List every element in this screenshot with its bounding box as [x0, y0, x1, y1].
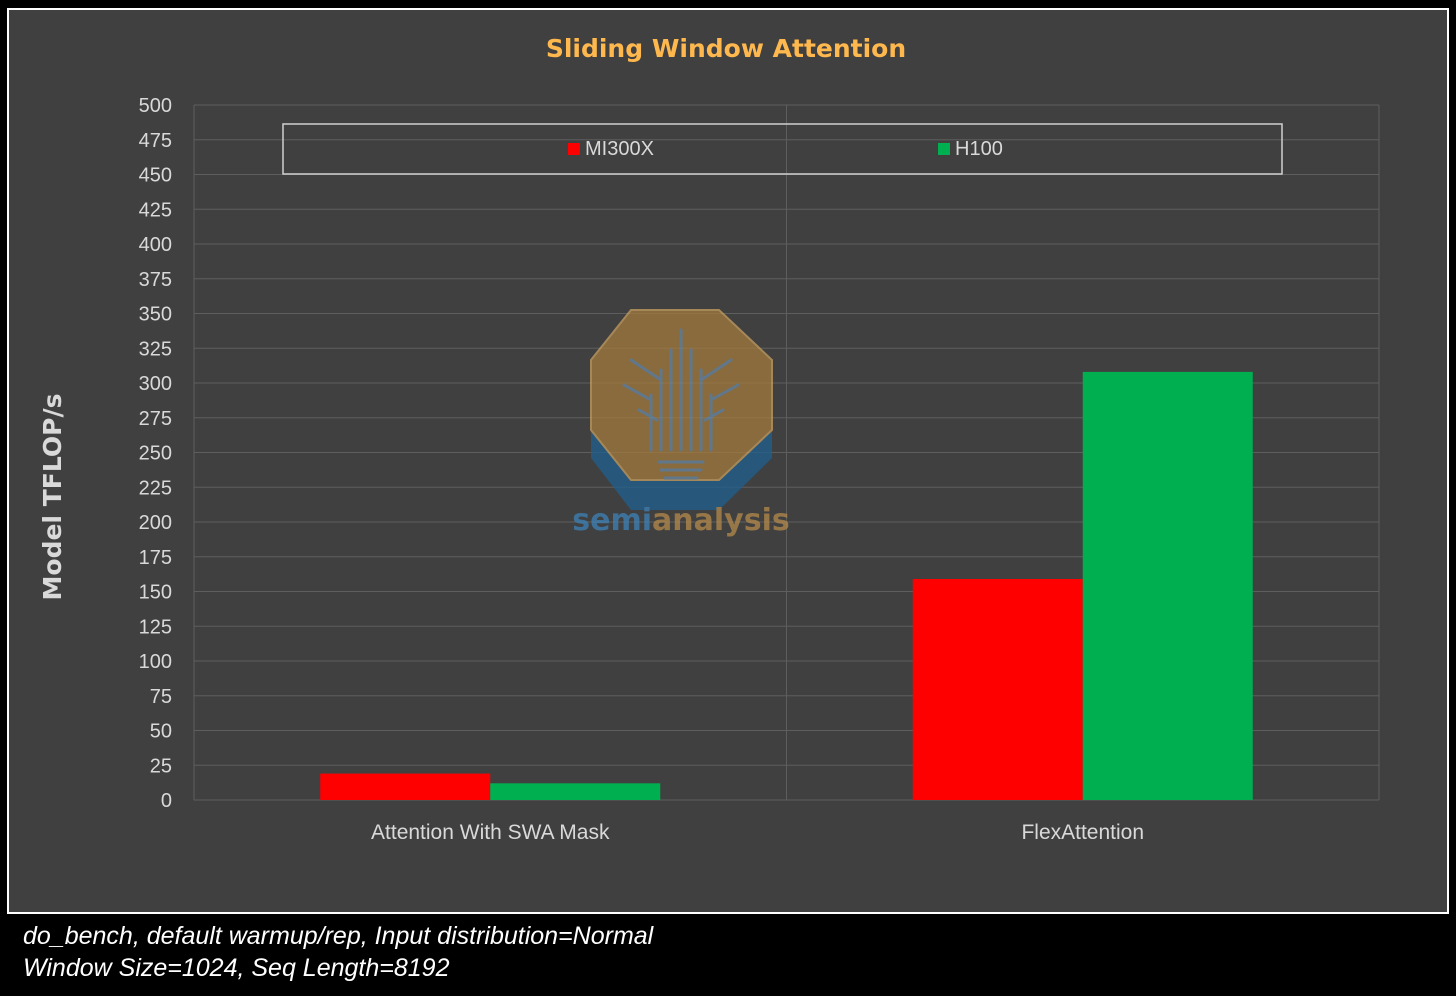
x-category-label: FlexAttention	[1021, 821, 1144, 844]
y-tick-label: 275	[139, 408, 172, 430]
y-tick-label: 175	[139, 547, 172, 569]
bars	[320, 371, 1253, 800]
legend-label-mi300x: MI300X	[585, 138, 654, 160]
y-tick-label: 150	[139, 582, 172, 604]
y-tick-label: 250	[139, 443, 172, 465]
y-tick-label: 400	[139, 234, 172, 256]
y-tick-labels: 0 25 50 75 100 125 150 175 200 225 250 275 300 325 350…	[139, 95, 172, 812]
y-tick-label: 425	[139, 199, 172, 221]
y-tick-label: 450	[139, 165, 172, 187]
y-tick-label: 50	[150, 721, 172, 743]
bar-h100-1	[490, 783, 661, 800]
caption-line-1: do_bench, default warmup/rep, Input dist…	[23, 922, 654, 950]
caption-line-2: Window Size=1024, Seq Length=8192	[23, 954, 450, 982]
y-tick-label: 300	[139, 373, 172, 395]
y-tick-label: 25	[150, 755, 172, 777]
x-category-label: Attention With SWA Mask	[371, 821, 610, 844]
y-tick-label: 325	[139, 338, 172, 360]
bar-mi300x-1	[320, 773, 491, 800]
gridlines	[193, 104, 1380, 801]
y-tick-label: 375	[139, 269, 172, 291]
y-axis-label: Model TFLOP/s	[38, 394, 67, 601]
watermark-text-semi: semi	[572, 503, 652, 538]
y-tick-label: 350	[139, 304, 172, 326]
y-tick-label: 200	[139, 512, 172, 534]
chart-title: Sliding Window Attention	[546, 34, 906, 63]
semianalysis-logo: semianalysis	[572, 309, 790, 538]
x-category-labels: Attention With SWA Mask FlexAttention	[371, 821, 1144, 844]
chart-panel: semianalysis 0 25 50 75 100 125 150 175 200 225 25…	[7, 8, 1449, 914]
y-tick-label: 125	[139, 616, 172, 638]
legend: MI300X H100	[282, 123, 1283, 175]
legend-box	[282, 123, 1283, 175]
svg-text:semianalysis: semianalysis	[572, 503, 789, 538]
bar-h100-2	[1082, 371, 1253, 800]
y-tick-label: 75	[150, 686, 172, 708]
y-tick-label: 500	[139, 95, 172, 117]
legend-label-h100: H100	[955, 138, 1003, 160]
bar-chart: semianalysis 0 25 50 75 100 125 150 175 200 225 25…	[38, 34, 1380, 844]
bar-mi300x-2	[912, 578, 1083, 800]
y-tick-label: 225	[139, 477, 172, 499]
y-tick-label: 100	[139, 651, 172, 673]
watermark-text-analysis: analysis	[652, 503, 790, 538]
y-tick-label: 475	[139, 130, 172, 152]
legend-swatch-mi300x	[568, 143, 580, 155]
legend-swatch-h100	[938, 143, 950, 155]
y-tick-label: 0	[161, 790, 172, 812]
